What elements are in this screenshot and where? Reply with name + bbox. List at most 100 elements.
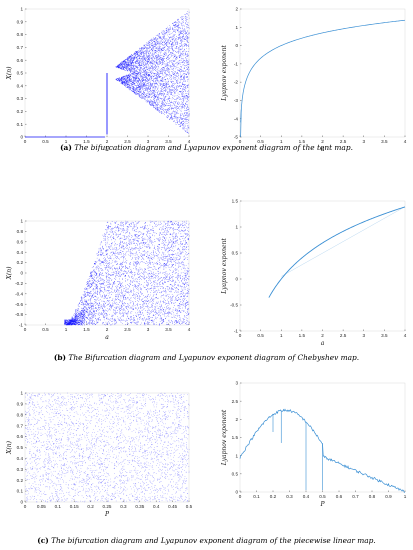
series-line [281, 206, 406, 277]
y-tick-label: 0.1 [17, 122, 24, 127]
series-points [115, 11, 190, 134]
x-tick-label: 0.5 [42, 327, 49, 332]
x-tick-label: 0.3 [120, 504, 127, 509]
x-tick-label: 0 [239, 139, 242, 144]
chart-4: 0 0.5 1 1.5 2 2.5 3 3.5 4 -1 -0.5 0 0.5 1 1.5 a Lyapnov … [221, 199, 407, 347]
y-tick-label: 0.5 [17, 445, 24, 450]
y-tick-label: 1 [235, 25, 238, 30]
y-tick-label: 0 [20, 271, 23, 276]
x-tick-label: 0.6 [336, 494, 343, 499]
caption-a-label: (a) [60, 143, 72, 152]
x-tick-label: 3.5 [381, 139, 388, 144]
x-tick-label: 1 [280, 333, 283, 338]
x-tick-label: 2 [321, 333, 324, 338]
x-tick-label: 3 [147, 327, 150, 332]
chart-5: 0 0.05 0.1 0.15 0.2 0.25 0.3 0.35 0.4 0.45 0.5 0 0.1… [6, 391, 193, 518]
x-tick-label: 0 [24, 504, 27, 509]
y-tick-label: -5 [234, 135, 239, 140]
y-tick-label: 0.5 [232, 471, 239, 476]
y-tick-label: 2 [235, 417, 238, 422]
y-tick-label: 0.7 [17, 45, 24, 50]
y-tick-label: 0.8 [17, 229, 24, 234]
x-tick-label: 1.5 [83, 327, 90, 332]
x-tick-label: 0.35 [135, 504, 144, 509]
y-tick-label: 0.6 [17, 58, 24, 63]
y-tick-label: -0.6 [15, 302, 23, 307]
caption-c-label: (c) [37, 536, 49, 545]
caption-b-text: The Bifurcation diagram and Lyapunov exp… [68, 353, 360, 362]
caption-c: (c) The bifurcation diagram and Lyapunov… [0, 536, 413, 545]
x-tick-label: 2.5 [124, 139, 131, 144]
y-tick-label: 0.3 [17, 96, 24, 101]
x-tick-label: 3.5 [381, 333, 388, 338]
x-tick-label: 0.4 [303, 494, 310, 499]
y-tick-label: 0.5 [232, 251, 239, 256]
x-tick-label: 0.05 [37, 504, 46, 509]
y-tick-label: 0.6 [17, 434, 24, 439]
x-axis-label: a [321, 340, 325, 347]
y-tick-label: -1 [234, 329, 239, 334]
y-tick-label: 0.3 [17, 467, 24, 472]
y-tick-label: 0.1 [17, 489, 24, 494]
x-axis-label: u [105, 146, 109, 153]
chart-2: 0 0.5 1 1.5 2 2.5 3 3.5 4 -5 -4 -3 -2 -1 0 1 2 u Lyapnov e… [221, 7, 407, 153]
x-tick-label: 0.1 [253, 494, 260, 499]
x-tick-label: 1 [404, 494, 407, 499]
series-line [239, 408, 406, 493]
x-tick-label: 0 [24, 327, 27, 332]
x-axis-label: P [319, 501, 325, 508]
x-tick-label: 4 [404, 333, 407, 338]
y-tick-label: 0.7 [17, 423, 24, 428]
y-tick-label: 0.4 [17, 250, 24, 255]
y-tick-label: 0.8 [17, 32, 24, 37]
y-tick-label: 2.5 [232, 399, 239, 404]
x-tick-label: 0.2 [87, 504, 94, 509]
y-tick-label: -0.8 [15, 312, 23, 317]
x-tick-label: 0.4 [153, 504, 160, 509]
x-tick-label: 1.5 [299, 333, 306, 338]
y-tick-label: 0.9 [17, 402, 24, 407]
y-tick-label: -0.4 [15, 291, 23, 296]
x-tick-label: 1.5 [299, 139, 306, 144]
x-tick-label: 3.5 [165, 139, 172, 144]
plot-frame [24, 392, 190, 503]
series-line [240, 109, 242, 138]
y-tick-label: 0.8 [17, 412, 24, 417]
x-tick-label: 0 [24, 139, 27, 144]
y-tick-label: 0.6 [17, 239, 24, 244]
y-axis-label: X(n) [6, 66, 13, 80]
y-tick-label: 0 [235, 277, 238, 282]
y-tick-label: 1 [235, 225, 238, 230]
x-tick-label: 4 [404, 139, 407, 144]
y-tick-label: -3 [234, 98, 239, 103]
y-tick-label: 0.2 [17, 109, 24, 114]
x-tick-label: 2.5 [124, 327, 131, 332]
y-tick-label: -4 [234, 116, 239, 121]
x-tick-label: 0.5 [42, 139, 49, 144]
y-axis-label: Lyapnov exponent [221, 409, 228, 466]
chart-1: 0 0.5 1 1.5 2 2.5 3 3.5 4 0 0.1 0.2 0.3 0.4 0.5 0.6 0.7 0… [6, 7, 191, 153]
x-tick-label: 2.5 [340, 333, 347, 338]
y-tick-label: 1.5 [232, 435, 239, 440]
chart-3: 0 0.5 1 1.5 2 2.5 3 3.5 4 -1 -0.8 -0.6 -0.4 -0.2 0 0.2 0… [6, 219, 191, 341]
caption-a: (a) The bifurcation diagram and Lyapunov… [0, 143, 413, 152]
series-points [25, 392, 190, 503]
x-tick-label: 2 [106, 327, 109, 332]
x-tick-label: 0.3 [286, 494, 293, 499]
x-tick-label: 0.45 [168, 504, 177, 509]
x-tick-label: 0.5 [257, 333, 264, 338]
y-tick-label: 0.9 [17, 19, 24, 24]
y-tick-label: 0 [235, 43, 238, 48]
y-tick-label: 0.5 [17, 71, 24, 76]
x-tick-label: 0.25 [103, 504, 112, 509]
y-tick-label: 2 [235, 7, 238, 12]
x-axis-label: u [321, 146, 325, 153]
y-tick-label: -2 [234, 80, 239, 85]
series-line [240, 19, 406, 123]
caption-b: (b) The Bifurcation diagram and Lyapunov… [0, 353, 413, 362]
x-tick-label: 3 [362, 139, 365, 144]
x-tick-label: 0.9 [385, 494, 392, 499]
y-tick-label: -1 [234, 61, 239, 66]
y-tick-label: 0 [235, 490, 238, 495]
